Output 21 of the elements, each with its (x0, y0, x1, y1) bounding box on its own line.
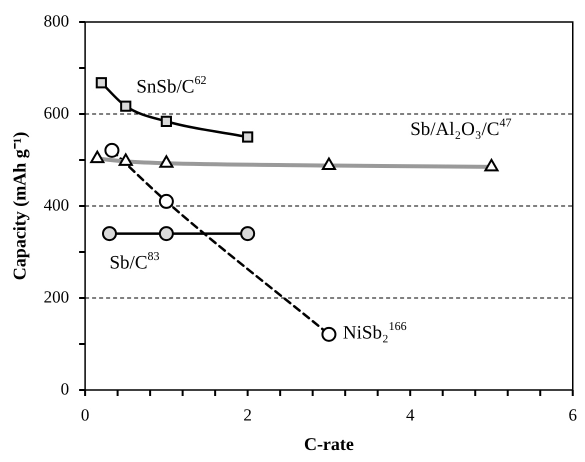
y-tick-label: 0 (60, 379, 70, 398)
x-tick-label: 2 (243, 406, 252, 425)
y-tick-label: 600 (44, 103, 70, 122)
point (321, 326, 336, 342)
x-axis-title: C-rate (304, 434, 354, 454)
point (102, 226, 117, 242)
x-tick-label: 4 (406, 406, 415, 425)
point (240, 226, 256, 242)
x-tick-label: 6 (568, 406, 577, 425)
point (160, 116, 172, 127)
y-tick-label: 800 (44, 11, 70, 30)
point (242, 131, 254, 143)
point (104, 142, 120, 158)
point (158, 226, 174, 242)
point (96, 77, 107, 88)
point (120, 100, 132, 112)
y-tick-label: 400 (44, 195, 70, 214)
y-tick-label: 200 (44, 287, 70, 306)
point (158, 194, 174, 209)
x-tick-label: 0 (80, 406, 90, 425)
y-axis-title: Capacity (mAh g⁻¹) (9, 132, 30, 280)
